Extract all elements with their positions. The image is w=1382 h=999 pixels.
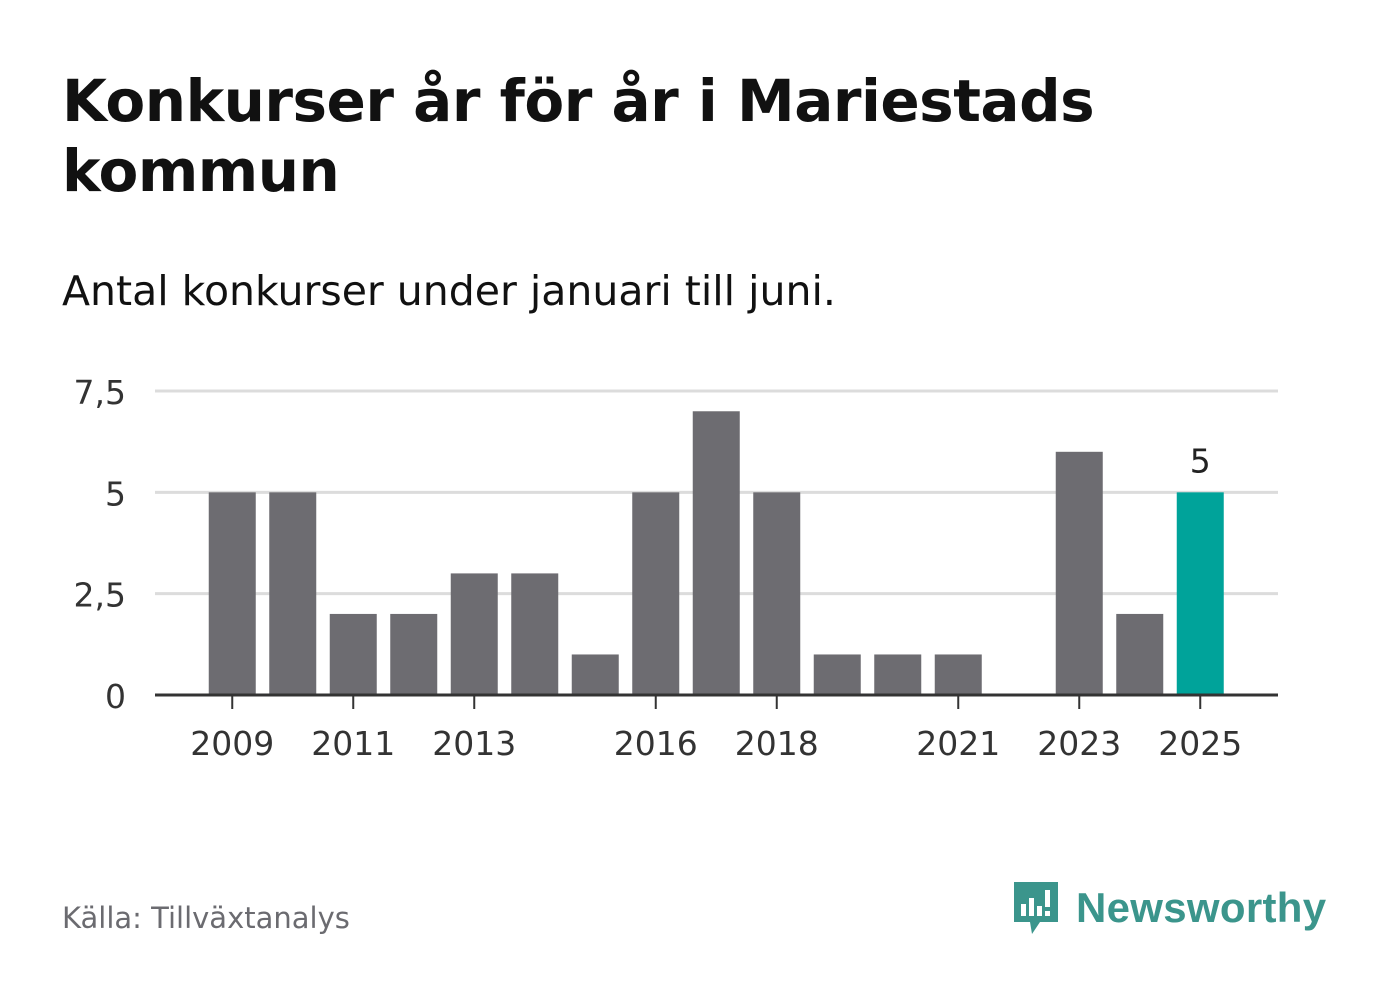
x-tick-label: 2009 bbox=[190, 724, 274, 763]
x-tick-label: 2011 bbox=[311, 724, 395, 763]
y-axis-ticks: 0 2,5 5 7,5 bbox=[74, 373, 126, 716]
x-tick-label: 2025 bbox=[1158, 724, 1242, 763]
x-tick-label: 2018 bbox=[735, 724, 819, 763]
bar-2021 bbox=[934, 654, 982, 695]
bar-2015 bbox=[571, 654, 619, 695]
bar-2023 bbox=[1055, 451, 1103, 695]
bar-2014 bbox=[511, 573, 559, 695]
newsworthy-logo-icon bbox=[1014, 882, 1058, 934]
y-tick-label: 0 bbox=[105, 677, 126, 716]
bar-2018 bbox=[753, 492, 801, 695]
bar-2019 bbox=[813, 654, 861, 695]
data-label: 5 bbox=[1190, 441, 1211, 480]
x-tick-label: 2013 bbox=[432, 724, 516, 763]
bar-2020 bbox=[874, 654, 922, 695]
bar-2017 bbox=[692, 411, 740, 695]
data-labels: 5 bbox=[1190, 441, 1211, 480]
x-tick-label: 2021 bbox=[916, 724, 1000, 763]
x-tick-label: 2023 bbox=[1037, 724, 1121, 763]
brand-name: Newsworthy bbox=[1076, 884, 1327, 931]
bars bbox=[208, 411, 1224, 695]
chart-title: Konkurser år för år i Mariestads kommun bbox=[62, 67, 1095, 205]
bar-2011 bbox=[329, 613, 377, 695]
x-axis-ticks: 2009 2011 2013 2016 2018 2021 2023 2025 bbox=[190, 695, 1242, 763]
x-tick-label: 2016 bbox=[614, 724, 698, 763]
source-note: Källa: Tillväxtanalys bbox=[62, 901, 350, 935]
brand-logo: Newsworthy bbox=[1010, 876, 1326, 940]
bar-2024 bbox=[1116, 613, 1164, 695]
bar-2010 bbox=[269, 492, 317, 695]
bar-2016 bbox=[632, 492, 680, 695]
bar-2013 bbox=[450, 573, 498, 695]
bar-2025 bbox=[1176, 492, 1224, 695]
chart-subtitle: Antal konkurser under januari till juni. bbox=[62, 267, 836, 315]
bar-2009 bbox=[208, 492, 256, 695]
bar-2012 bbox=[390, 613, 438, 695]
y-tick-label: 5 bbox=[105, 474, 126, 513]
y-tick-label: 7,5 bbox=[74, 373, 126, 412]
y-tick-label: 2,5 bbox=[74, 576, 126, 615]
